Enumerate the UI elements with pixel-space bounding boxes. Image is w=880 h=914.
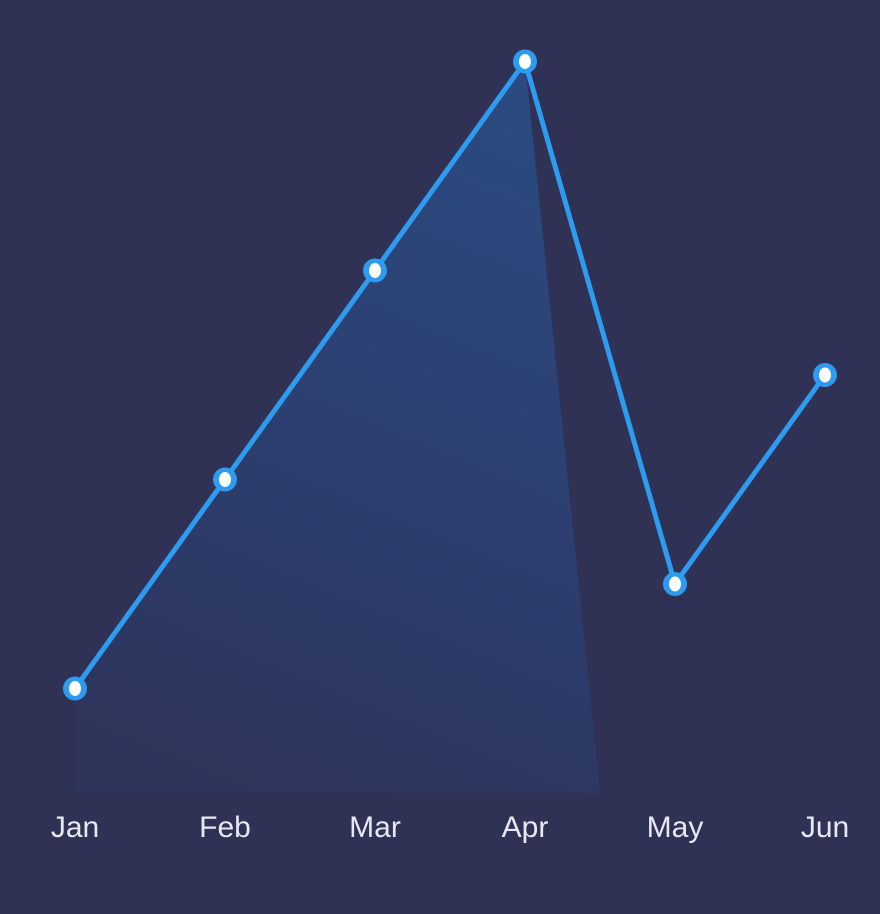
data-point-dot (669, 576, 681, 592)
x-tick-label-may: May (647, 811, 704, 844)
data-point-feb (213, 467, 237, 492)
series-area-fill (75, 61, 600, 793)
data-point-apr (513, 49, 537, 74)
series-line-segment-may-jun (672, 372, 828, 587)
data-point-jun (813, 363, 837, 387)
data-point-may (663, 572, 687, 596)
data-point-mar (363, 258, 387, 283)
series-line-segment-feb-mar (222, 268, 378, 482)
x-tick-label-feb: Feb (199, 811, 251, 844)
x-tick-label-jun: Jun (801, 811, 849, 844)
data-point-dot (69, 681, 81, 696)
x-tick-label-mar: Mar (349, 811, 401, 844)
series-line-segment-mar-apr (372, 59, 528, 273)
area-layer (75, 61, 600, 793)
data-point-jan (63, 676, 87, 701)
x-axis-ticks: Jan Feb Mar Apr May Jun (51, 811, 849, 844)
series-line-segment-jan-feb (72, 477, 228, 691)
x-tick-label-apr: Apr (502, 811, 549, 844)
data-point-dot (369, 263, 381, 278)
data-point-dot (519, 54, 531, 69)
series-line-segment-apr-may (522, 59, 678, 587)
line-layer (72, 59, 828, 691)
data-point-dot (219, 472, 231, 487)
data-point-dot (819, 367, 831, 383)
x-tick-label-jan: Jan (51, 811, 99, 844)
point-layer (63, 49, 837, 701)
